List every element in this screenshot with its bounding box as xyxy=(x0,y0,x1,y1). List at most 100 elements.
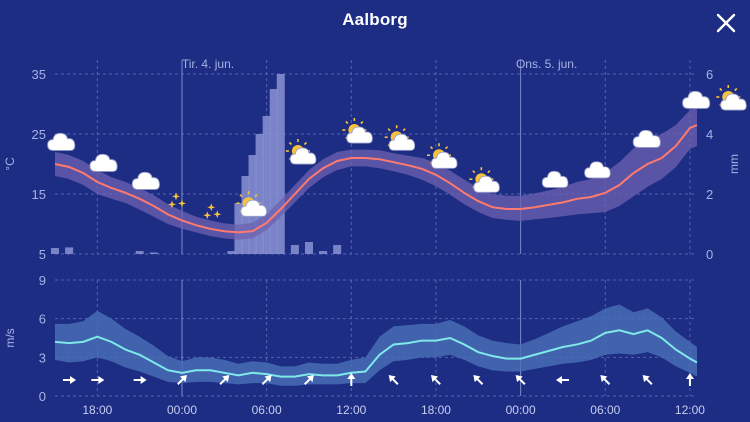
cloud-icon xyxy=(632,129,661,148)
partly-cloudy-night-icon xyxy=(584,156,611,179)
wind-speed-line xyxy=(54,329,698,378)
arrow-head xyxy=(642,375,650,383)
star-icon xyxy=(171,192,180,201)
wind-direction-arrow-icon xyxy=(347,373,356,386)
star-icon xyxy=(207,203,216,212)
wind-direction-arrow-icon xyxy=(473,375,484,385)
wind-direction-arrow-icon xyxy=(261,375,272,385)
arrow-head xyxy=(70,376,76,384)
wind-range-band xyxy=(55,304,697,386)
time-tick: 12:00 xyxy=(675,403,705,417)
precipitation-bar xyxy=(227,251,236,254)
time-tick: 06:00 xyxy=(590,403,620,417)
wind-direction-arrow-icon xyxy=(63,376,76,384)
cloud-icon xyxy=(682,90,711,109)
precip-y-tick: 4 xyxy=(706,127,713,142)
precipitation-bar xyxy=(333,245,342,254)
arrow-head xyxy=(600,375,608,383)
temp-y-tick: 5 xyxy=(39,247,46,262)
precipitation-bar xyxy=(65,247,74,254)
wind-y-tick: 6 xyxy=(39,312,46,327)
star-icon xyxy=(213,210,222,219)
wind-axis-label: m/s xyxy=(3,328,17,347)
cloud-icon xyxy=(47,132,76,151)
wind-direction-arrow-icon xyxy=(685,373,694,386)
arrow-head xyxy=(431,375,439,383)
close-icon[interactable] xyxy=(715,12,737,34)
arrow-head xyxy=(555,376,562,384)
cloud-icon xyxy=(131,171,160,190)
partly-sunny-icon xyxy=(468,166,500,193)
arrow-head xyxy=(140,376,147,384)
partly-sunny-icon xyxy=(715,84,747,111)
wind-direction-arrow-icon xyxy=(431,375,441,385)
wind-y-tick: 9 xyxy=(39,273,46,288)
wind-direction-arrow-icon xyxy=(177,375,187,385)
wind-direction-arrow-icon xyxy=(304,375,314,385)
precipitation-bar xyxy=(304,242,313,254)
temp-y-tick: 35 xyxy=(32,67,46,82)
partly-sunny-icon xyxy=(383,124,416,151)
wind-direction-arrow-icon xyxy=(219,375,230,385)
time-tick: 06:00 xyxy=(252,403,282,417)
wind-direction-arrow-icon xyxy=(555,376,569,384)
precip-y-tick: 0 xyxy=(706,247,713,262)
cloudy-icon xyxy=(131,171,160,190)
precip-y-tick: 6 xyxy=(706,67,713,82)
partly-cloudy-icon xyxy=(47,132,76,151)
time-tick: 18:00 xyxy=(82,403,112,417)
temp-y-tick: 25 xyxy=(32,127,46,142)
precipitation-bar xyxy=(255,134,264,254)
wind-direction-arrow-icon xyxy=(600,375,611,385)
arrow-head xyxy=(98,376,105,384)
time-tick: 00:00 xyxy=(506,403,536,417)
precipitation-bar xyxy=(262,116,271,254)
partly-cloudy-night-icon xyxy=(541,166,569,188)
moon-icon xyxy=(185,186,192,199)
temperature-line xyxy=(54,124,698,234)
day-label: Tir. 4. jun. xyxy=(182,57,234,71)
wind-direction-arrow-icon xyxy=(515,375,526,385)
arrow-head xyxy=(347,373,356,379)
precipitation-bar xyxy=(276,74,285,254)
wind-direction-arrow-icon xyxy=(388,375,399,385)
cloud-icon xyxy=(89,153,118,172)
cloudy-icon xyxy=(632,129,661,148)
precipitation-bar xyxy=(149,252,158,254)
cloudy-icon xyxy=(89,153,118,172)
partly-sunny-icon xyxy=(285,138,317,165)
arrow-head xyxy=(515,375,523,383)
arrow-head xyxy=(179,375,187,383)
temp-axis-label: °C xyxy=(3,157,17,171)
precip-axis-label: mm xyxy=(727,154,741,174)
cloud-icon xyxy=(584,161,611,179)
wind-direction-arrow-icon xyxy=(91,376,105,384)
precip-y-tick: 2 xyxy=(706,187,713,202)
wind-y-tick: 0 xyxy=(39,389,46,404)
page-title: Aalborg xyxy=(342,10,408,29)
arrow-head xyxy=(473,375,481,383)
precipitation-bar xyxy=(51,248,59,254)
partly-sunny-icon xyxy=(341,117,373,144)
precipitation-bar xyxy=(135,251,144,254)
star-icon xyxy=(177,199,186,208)
wind-y-tick: 3 xyxy=(39,350,46,365)
arrow-head xyxy=(222,375,230,383)
time-tick: 12:00 xyxy=(336,403,366,417)
clear-night-icon xyxy=(167,186,192,209)
temp-y-tick: 15 xyxy=(32,187,46,202)
cloud-icon xyxy=(541,170,569,188)
precipitation-bar xyxy=(269,89,278,254)
arrow-head xyxy=(685,373,694,379)
wind-direction-arrow-icon xyxy=(133,376,147,384)
moon-icon xyxy=(221,197,228,210)
arrow-head xyxy=(388,375,396,383)
arrow-head xyxy=(306,375,314,383)
clear-night-icon xyxy=(203,197,228,220)
star-icon xyxy=(203,211,212,220)
time-tick: 00:00 xyxy=(167,403,197,417)
partly-sunny-icon xyxy=(426,142,458,169)
time-tick: 18:00 xyxy=(421,403,451,417)
arrow-head xyxy=(264,375,272,383)
